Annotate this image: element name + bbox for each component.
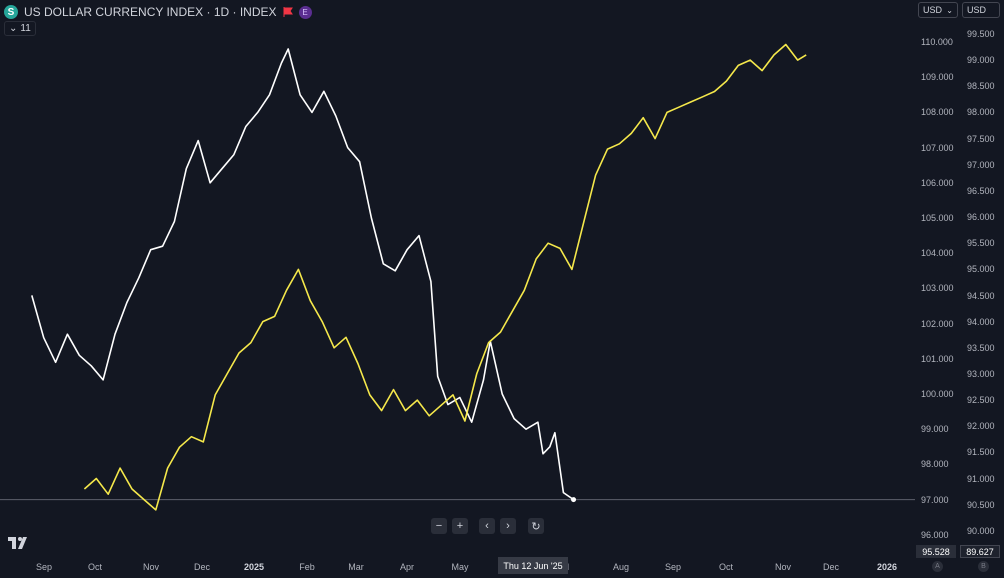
left-axis-tick: 96.000 xyxy=(921,529,949,540)
time-axis-label: l xyxy=(567,562,569,572)
time-axis-label: Mar xyxy=(348,562,364,572)
right-axis-tick: 99.000 xyxy=(967,55,995,66)
time-axis-label: Apr xyxy=(399,562,415,572)
auto-scale-button[interactable]: A xyxy=(932,561,943,572)
left-axis-tick: 99.000 xyxy=(921,424,949,435)
right-axis-tick: 95.000 xyxy=(967,264,995,275)
left-axis-tick: 109.000 xyxy=(921,72,954,83)
currency-label: USD xyxy=(967,5,987,15)
reset-chart-button[interactable]: ↻ xyxy=(528,518,544,534)
time-axis-label: Oct xyxy=(718,562,734,572)
time-axis-label: Oct xyxy=(87,562,103,572)
tradingview-logo xyxy=(8,537,28,552)
time-axis-label: Aug xyxy=(612,562,630,572)
chevron-down-icon: ⌄ xyxy=(9,23,18,34)
left-axis-tick: 106.000 xyxy=(921,177,954,188)
right-current-price-label: 89.627 xyxy=(960,545,1000,558)
right-axis-tick: 94.500 xyxy=(967,290,995,301)
time-axis-label: Dec xyxy=(822,562,840,572)
series-line-white xyxy=(31,48,575,501)
left-axis-tick: 103.000 xyxy=(921,283,954,294)
right-axis-tick: 94.000 xyxy=(967,316,995,327)
red-flag-icon[interactable] xyxy=(283,7,293,17)
symbol-title[interactable]: US DOLLAR CURRENCY INDEX · 1D · INDEX xyxy=(24,5,277,19)
left-axis-tick: 101.000 xyxy=(921,353,954,364)
left-axis-tick: 102.000 xyxy=(921,318,954,329)
time-axis-label: Feb xyxy=(299,562,315,572)
right-axis-tick: 91.000 xyxy=(967,473,995,484)
right-axis-tick: 96.000 xyxy=(967,212,995,223)
time-axis-label: Nov xyxy=(774,562,792,572)
right-axis-tick: 93.000 xyxy=(967,368,995,379)
left-axis-tick: 105.000 xyxy=(921,213,954,223)
scroll-left-button[interactable]: ‹ xyxy=(479,518,495,534)
right-axis-tick: 93.500 xyxy=(967,342,995,353)
crosshair-date-label: Thu 12 Jun '25 xyxy=(498,557,568,574)
zoom-in-button[interactable]: + xyxy=(452,518,468,534)
right-axis-tick: 92.000 xyxy=(967,421,995,432)
indicators-toggle[interactable]: ⌄ 11 xyxy=(4,21,36,36)
time-axis-label: Sep xyxy=(664,562,682,572)
chart-header: S US DOLLAR CURRENCY INDEX · 1D · INDEX … xyxy=(4,4,312,20)
right-axis-tick: 91.500 xyxy=(967,447,995,458)
zoom-out-button[interactable]: − xyxy=(431,518,447,534)
left-current-price-label: 95.528 xyxy=(916,545,956,558)
time-axis-label: 2025 xyxy=(243,562,265,572)
left-axis-tick: 107.000 xyxy=(921,142,954,153)
right-axis-tick: 99.500 xyxy=(967,29,995,39)
left-axis-tick: 98.000 xyxy=(921,459,949,470)
left-axis-tick: 97.000 xyxy=(921,494,949,505)
right-axis-tick: 98.500 xyxy=(967,81,995,92)
right-axis-tick: 97.000 xyxy=(967,159,995,170)
right-axis-tick: 90.000 xyxy=(967,525,995,536)
time-axis-label: Nov xyxy=(142,562,160,572)
time-axis-label: Sep xyxy=(35,562,53,572)
earnings-badge[interactable]: E xyxy=(298,5,312,19)
time-axis-label: 2026 xyxy=(876,562,898,572)
time-axis-label: May xyxy=(451,562,469,572)
currency-select-right[interactable]: USD xyxy=(962,2,1000,18)
left-axis-tick: 100.000 xyxy=(921,389,954,399)
currency-select-left[interactable]: USD ⌄ xyxy=(918,2,958,18)
chevron-down-icon: ⌄ xyxy=(946,5,953,15)
currency-label: USD xyxy=(923,5,943,15)
chart-plot-area[interactable] xyxy=(0,0,915,555)
last-point-marker xyxy=(571,497,577,503)
time-axis-label: Dec xyxy=(193,562,211,572)
left-axis-tick: 108.000 xyxy=(921,107,954,118)
scroll-right-button[interactable]: › xyxy=(500,518,516,534)
right-axis-tick: 98.000 xyxy=(967,107,995,118)
right-axis-tick: 90.500 xyxy=(967,499,995,510)
symbol-logo-icon: S xyxy=(4,5,18,19)
left-axis-tick: 110.000 xyxy=(921,37,953,47)
indicator-count: 11 xyxy=(20,23,31,34)
right-axis-tick: 92.500 xyxy=(967,395,995,406)
right-axis-tick: 96.500 xyxy=(967,185,995,196)
series-line-yellow xyxy=(83,43,807,511)
left-axis-tick: 104.000 xyxy=(921,248,954,259)
right-axis-tick: 95.500 xyxy=(967,238,995,249)
scale-b-button[interactable]: B xyxy=(978,561,989,572)
right-axis-tick: 97.500 xyxy=(967,133,995,144)
chart-background xyxy=(0,0,915,555)
